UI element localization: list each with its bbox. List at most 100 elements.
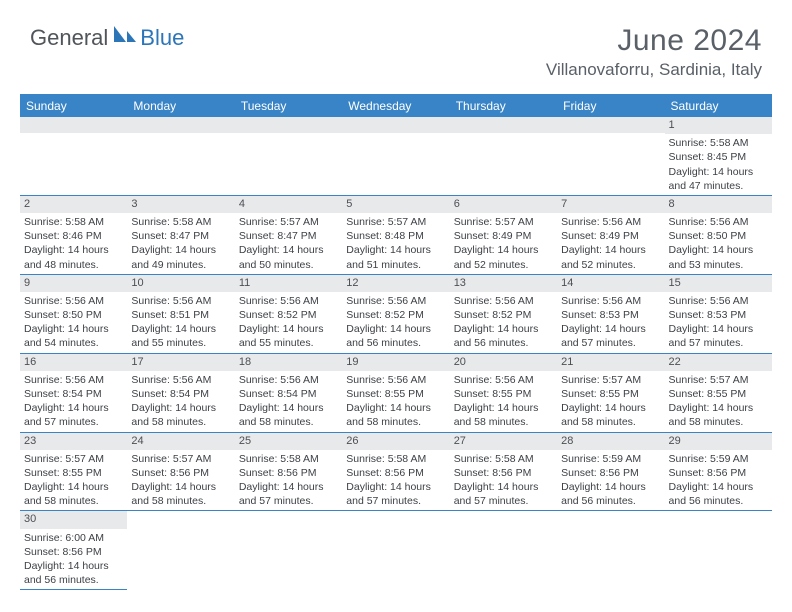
calendar-day-cell: 16Sunrise: 5:56 AMSunset: 8:54 PMDayligh… (20, 353, 127, 432)
calendar-empty-cell (20, 117, 127, 195)
day-number: 3 (127, 196, 234, 213)
day-details: Sunrise: 5:58 AMSunset: 8:46 PMDaylight:… (20, 213, 127, 274)
day-details: Sunrise: 5:56 AMSunset: 8:54 PMDaylight:… (20, 371, 127, 432)
day-number: 21 (557, 354, 664, 371)
day-number: 11 (235, 275, 342, 292)
day-details: Sunrise: 5:59 AMSunset: 8:56 PMDaylight:… (557, 450, 664, 511)
calendar-empty-cell (665, 511, 772, 590)
calendar-day-cell: 29Sunrise: 5:59 AMSunset: 8:56 PMDayligh… (665, 432, 772, 511)
calendar-day-cell: 22Sunrise: 5:57 AMSunset: 8:55 PMDayligh… (665, 353, 772, 432)
day-header: Friday (557, 94, 664, 117)
day-number: 13 (450, 275, 557, 292)
day-details: Sunrise: 5:57 AMSunset: 8:49 PMDaylight:… (450, 213, 557, 274)
day-number: 22 (665, 354, 772, 371)
day-header: Thursday (450, 94, 557, 117)
calendar-day-cell: 5Sunrise: 5:57 AMSunset: 8:48 PMDaylight… (342, 195, 449, 274)
calendar-day-cell: 11Sunrise: 5:56 AMSunset: 8:52 PMDayligh… (235, 274, 342, 353)
day-number (665, 511, 772, 527)
calendar-day-cell: 15Sunrise: 5:56 AMSunset: 8:53 PMDayligh… (665, 274, 772, 353)
calendar-empty-cell (450, 511, 557, 590)
calendar-day-cell: 23Sunrise: 5:57 AMSunset: 8:55 PMDayligh… (20, 432, 127, 511)
calendar-day-cell: 4Sunrise: 5:57 AMSunset: 8:47 PMDaylight… (235, 195, 342, 274)
day-number: 8 (665, 196, 772, 213)
calendar-day-cell: 2Sunrise: 5:58 AMSunset: 8:46 PMDaylight… (20, 195, 127, 274)
day-number (127, 511, 234, 527)
day-details: Sunrise: 5:57 AMSunset: 8:47 PMDaylight:… (235, 213, 342, 274)
calendar-day-cell: 17Sunrise: 5:56 AMSunset: 8:54 PMDayligh… (127, 353, 234, 432)
day-number (557, 117, 664, 133)
logo-text-general: General (30, 25, 108, 51)
day-details: Sunrise: 5:56 AMSunset: 8:49 PMDaylight:… (557, 213, 664, 274)
day-number (450, 511, 557, 527)
day-number: 28 (557, 433, 664, 450)
calendar-week-row: 2Sunrise: 5:58 AMSunset: 8:46 PMDaylight… (20, 195, 772, 274)
day-details: Sunrise: 5:56 AMSunset: 8:52 PMDaylight:… (450, 292, 557, 353)
calendar-day-cell: 6Sunrise: 5:57 AMSunset: 8:49 PMDaylight… (450, 195, 557, 274)
calendar-day-cell: 26Sunrise: 5:58 AMSunset: 8:56 PMDayligh… (342, 432, 449, 511)
calendar-day-cell: 30Sunrise: 6:00 AMSunset: 8:56 PMDayligh… (20, 511, 127, 590)
day-number (127, 117, 234, 133)
day-details: Sunrise: 5:57 AMSunset: 8:56 PMDaylight:… (127, 450, 234, 511)
day-number (342, 117, 449, 133)
day-details: Sunrise: 6:00 AMSunset: 8:56 PMDaylight:… (20, 529, 127, 590)
calendar-empty-cell (557, 511, 664, 590)
day-details: Sunrise: 5:57 AMSunset: 8:55 PMDaylight:… (20, 450, 127, 511)
calendar-empty-cell (342, 511, 449, 590)
day-number (235, 117, 342, 133)
day-details: Sunrise: 5:56 AMSunset: 8:55 PMDaylight:… (342, 371, 449, 432)
day-details: Sunrise: 5:56 AMSunset: 8:52 PMDaylight:… (235, 292, 342, 353)
day-details: Sunrise: 5:57 AMSunset: 8:55 PMDaylight:… (665, 371, 772, 432)
calendar-day-cell: 8Sunrise: 5:56 AMSunset: 8:50 PMDaylight… (665, 195, 772, 274)
calendar-empty-cell (342, 117, 449, 195)
calendar-day-cell: 25Sunrise: 5:58 AMSunset: 8:56 PMDayligh… (235, 432, 342, 511)
day-number: 9 (20, 275, 127, 292)
day-number: 15 (665, 275, 772, 292)
day-header: Monday (127, 94, 234, 117)
calendar-body: 1Sunrise: 5:58 AMSunset: 8:45 PMDaylight… (20, 117, 772, 590)
day-details: Sunrise: 5:57 AMSunset: 8:55 PMDaylight:… (557, 371, 664, 432)
day-number: 19 (342, 354, 449, 371)
calendar-header-row: SundayMondayTuesdayWednesdayThursdayFrid… (20, 94, 772, 117)
calendar-empty-cell (127, 117, 234, 195)
calendar-day-cell: 21Sunrise: 5:57 AMSunset: 8:55 PMDayligh… (557, 353, 664, 432)
day-details: Sunrise: 5:58 AMSunset: 8:56 PMDaylight:… (450, 450, 557, 511)
day-header: Wednesday (342, 94, 449, 117)
day-number: 26 (342, 433, 449, 450)
day-details: Sunrise: 5:58 AMSunset: 8:47 PMDaylight:… (127, 213, 234, 274)
day-number: 20 (450, 354, 557, 371)
calendar-day-cell: 14Sunrise: 5:56 AMSunset: 8:53 PMDayligh… (557, 274, 664, 353)
day-header: Saturday (665, 94, 772, 117)
calendar-day-cell: 18Sunrise: 5:56 AMSunset: 8:54 PMDayligh… (235, 353, 342, 432)
day-details: Sunrise: 5:56 AMSunset: 8:50 PMDaylight:… (20, 292, 127, 353)
logo-sail-icon (112, 24, 138, 51)
day-details: Sunrise: 5:56 AMSunset: 8:53 PMDaylight:… (665, 292, 772, 353)
calendar-day-cell: 13Sunrise: 5:56 AMSunset: 8:52 PMDayligh… (450, 274, 557, 353)
calendar-empty-cell (557, 117, 664, 195)
calendar-empty-cell (127, 511, 234, 590)
calendar-day-cell: 10Sunrise: 5:56 AMSunset: 8:51 PMDayligh… (127, 274, 234, 353)
day-number: 25 (235, 433, 342, 450)
header: General Blue June 2024 Villanovaforru, S… (0, 0, 792, 88)
day-details: Sunrise: 5:57 AMSunset: 8:48 PMDaylight:… (342, 213, 449, 274)
day-header: Sunday (20, 94, 127, 117)
day-number: 16 (20, 354, 127, 371)
day-number: 12 (342, 275, 449, 292)
day-number: 14 (557, 275, 664, 292)
day-number: 29 (665, 433, 772, 450)
calendar-week-row: 30Sunrise: 6:00 AMSunset: 8:56 PMDayligh… (20, 511, 772, 590)
calendar-empty-cell (450, 117, 557, 195)
calendar-empty-cell (235, 511, 342, 590)
calendar-day-cell: 28Sunrise: 5:59 AMSunset: 8:56 PMDayligh… (557, 432, 664, 511)
calendar-week-row: 9Sunrise: 5:56 AMSunset: 8:50 PMDaylight… (20, 274, 772, 353)
calendar-table: SundayMondayTuesdayWednesdayThursdayFrid… (20, 94, 772, 590)
calendar-day-cell: 7Sunrise: 5:56 AMSunset: 8:49 PMDaylight… (557, 195, 664, 274)
day-details: Sunrise: 5:56 AMSunset: 8:50 PMDaylight:… (665, 213, 772, 274)
title-block: June 2024 Villanovaforru, Sardinia, Ital… (546, 24, 762, 80)
day-number: 6 (450, 196, 557, 213)
day-header: Tuesday (235, 94, 342, 117)
calendar-week-row: 23Sunrise: 5:57 AMSunset: 8:55 PMDayligh… (20, 432, 772, 511)
day-number: 5 (342, 196, 449, 213)
month-title: June 2024 (546, 24, 762, 58)
calendar-day-cell: 27Sunrise: 5:58 AMSunset: 8:56 PMDayligh… (450, 432, 557, 511)
day-number: 18 (235, 354, 342, 371)
